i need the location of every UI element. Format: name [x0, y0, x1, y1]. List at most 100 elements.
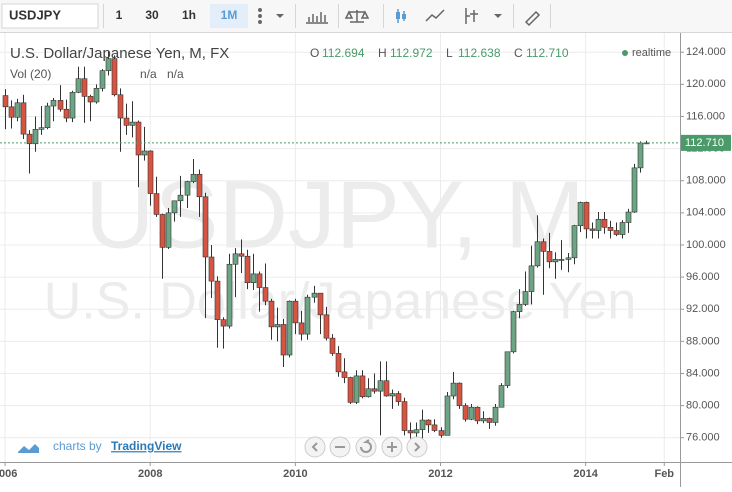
- candle-body: [365, 388, 372, 398]
- candle-body: [571, 225, 578, 259]
- ohlc-value: 112.694: [322, 46, 365, 60]
- candle-body: [637, 142, 644, 169]
- candle-body: [619, 222, 626, 235]
- candle-body: [504, 351, 511, 386]
- branding-link[interactable]: TradingView: [111, 439, 182, 453]
- y-tick-label: 120.000: [686, 78, 726, 90]
- watermark-description: U.S. Dollar/Japanese Yen: [44, 273, 637, 331]
- plot: [0, 33, 680, 462]
- candle-body: [486, 418, 493, 423]
- candle-body: [147, 150, 154, 194]
- x-tick-label: 2010: [283, 468, 307, 480]
- candle-body: [359, 375, 366, 398]
- candle-body: [93, 88, 100, 103]
- vol-value: n/a: [140, 67, 157, 81]
- realtime-dot: [622, 50, 628, 56]
- vol-value: n/a: [167, 67, 184, 81]
- ohlc-legend: O 112.694 H 112.972 L 112.638 C 112.710: [310, 46, 569, 60]
- candle-body: [20, 102, 27, 135]
- candle-body: [335, 353, 342, 373]
- candle-body: [202, 196, 209, 258]
- candle-body: [50, 100, 57, 107]
- candle-body: [583, 202, 590, 230]
- candle-body: [395, 393, 402, 402]
- chart-title: U.S. Dollar/Japanese Yen, M, FX: [10, 45, 229, 62]
- candle-body: [516, 304, 523, 312]
- candle-body: [353, 375, 360, 403]
- interval-button[interactable]: 1M: [221, 8, 238, 22]
- y-tick-label: 88.000: [686, 335, 720, 347]
- interval-button[interactable]: 1h: [182, 8, 196, 22]
- candle-body: [323, 314, 330, 339]
- candle-body: [419, 419, 426, 431]
- candle-body: [159, 214, 166, 248]
- symbol-box[interactable]: [1, 3, 99, 29]
- candle-body: [601, 218, 608, 228]
- zoom-controls[interactable]: [304, 436, 428, 458]
- candle-body: [522, 291, 529, 305]
- active-interval: [210, 4, 248, 28]
- candle-body: [298, 322, 305, 335]
- last-price-box: [681, 134, 731, 151]
- candle-body: [528, 265, 535, 292]
- x-tick-label: Feb: [654, 468, 674, 480]
- candle-body: [2, 95, 9, 108]
- candle-body: [631, 167, 638, 213]
- candle-body: [244, 255, 251, 284]
- last-price-label: 112.710: [685, 137, 724, 149]
- candle-body: [129, 121, 136, 126]
- interval-button[interactable]: 1: [116, 8, 123, 22]
- candle-body: [226, 263, 233, 327]
- candle-body: [456, 382, 463, 406]
- candle-body: [14, 102, 21, 118]
- toolbar-icons[interactable]: [258, 8, 541, 27]
- y-tick-label: 92.000: [686, 303, 720, 315]
- candle-body: [105, 58, 112, 71]
- zoom-icons: [311, 439, 421, 453]
- symbol[interactable]: USDJPY: [9, 7, 61, 22]
- ohlc-key: O: [310, 46, 319, 60]
- ohlc-key: C: [514, 46, 523, 60]
- candle-body: [329, 337, 336, 354]
- candle-body: [438, 430, 445, 436]
- interval-button[interactable]: 30: [145, 8, 159, 22]
- candle-body: [552, 259, 559, 263]
- candle-body: [401, 401, 408, 431]
- realtime: realtime: [632, 47, 671, 59]
- candle-body: [81, 78, 88, 97]
- candle-body: [534, 241, 541, 267]
- candle-body: [171, 200, 178, 214]
- candle-body: [256, 273, 263, 288]
- candle-body: [153, 193, 160, 215]
- candle-body: [462, 405, 469, 420]
- candle-body: [238, 253, 245, 257]
- candle-body: [190, 173, 197, 182]
- candle-body: [44, 105, 51, 128]
- candle-body: [75, 78, 82, 93]
- candle-body: [57, 100, 64, 110]
- candle-body: [450, 382, 457, 397]
- candle-body: [558, 259, 565, 261]
- candle-body: [431, 424, 438, 431]
- candle-body: [589, 228, 596, 231]
- y-tick-label: 96.000: [686, 271, 720, 283]
- x-tick-label: 2014: [573, 468, 598, 480]
- ohlc-key: L: [446, 46, 453, 60]
- candle-body: [425, 419, 432, 426]
- candle-body: [341, 371, 348, 378]
- candle-body: [540, 241, 547, 252]
- candle-body: [26, 133, 33, 145]
- candle-body: [565, 257, 572, 260]
- candle-body: [474, 406, 481, 422]
- candle-body: [69, 92, 76, 119]
- candle-body: [123, 117, 130, 126]
- x-tick-label: 2012: [428, 468, 452, 480]
- candle-body: [117, 94, 124, 119]
- candle-body: [111, 58, 118, 96]
- candle-body: [383, 380, 390, 397]
- toolbar-separators: [103, 4, 551, 28]
- candle-body: [625, 211, 632, 223]
- ohlc-value: 112.638: [458, 46, 501, 60]
- candle-body: [311, 292, 318, 298]
